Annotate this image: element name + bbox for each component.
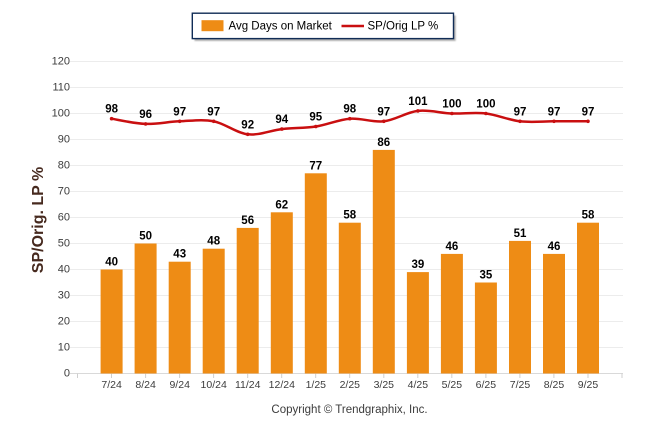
svg-text:9/24: 9/24 xyxy=(169,379,190,391)
svg-text:95: 95 xyxy=(309,112,322,124)
svg-text:94: 94 xyxy=(275,114,288,126)
svg-text:101: 101 xyxy=(408,96,428,108)
svg-text:100: 100 xyxy=(476,99,495,111)
svg-text:77: 77 xyxy=(309,160,322,172)
svg-text:120: 120 xyxy=(52,55,70,67)
svg-text:10: 10 xyxy=(58,341,70,353)
svg-text:97: 97 xyxy=(548,106,561,118)
svg-text:Avg Days on Market: Avg Days on Market xyxy=(229,21,333,33)
svg-text:62: 62 xyxy=(275,199,288,211)
svg-text:30: 30 xyxy=(58,289,70,301)
svg-text:70: 70 xyxy=(58,185,70,197)
svg-text:97: 97 xyxy=(582,106,595,118)
svg-text:4/25: 4/25 xyxy=(408,379,429,391)
svg-text:SP/Orig LP %: SP/Orig LP % xyxy=(368,21,439,33)
svg-text:100: 100 xyxy=(442,99,461,111)
svg-text:43: 43 xyxy=(173,249,186,261)
svg-text:46: 46 xyxy=(548,241,561,253)
svg-text:60: 60 xyxy=(58,211,70,223)
svg-text:40: 40 xyxy=(58,263,70,275)
svg-text:40: 40 xyxy=(105,257,118,269)
svg-text:SP/Orig. LP %: SP/Orig. LP % xyxy=(30,167,47,273)
svg-text:51: 51 xyxy=(514,228,527,240)
svg-text:12/24: 12/24 xyxy=(269,379,295,391)
svg-text:39: 39 xyxy=(412,259,425,271)
svg-text:8/24: 8/24 xyxy=(135,379,156,391)
svg-text:58: 58 xyxy=(582,210,595,222)
svg-text:35: 35 xyxy=(480,270,493,282)
svg-text:58: 58 xyxy=(343,210,356,222)
svg-text:97: 97 xyxy=(514,106,527,118)
svg-text:92: 92 xyxy=(241,119,254,131)
svg-text:98: 98 xyxy=(343,104,356,116)
svg-text:56: 56 xyxy=(241,215,254,227)
svg-text:50: 50 xyxy=(139,231,152,243)
svg-text:5/25: 5/25 xyxy=(442,379,463,391)
svg-text:3/25: 3/25 xyxy=(374,379,395,391)
svg-text:90: 90 xyxy=(58,133,70,145)
svg-text:97: 97 xyxy=(207,106,220,118)
svg-text:50: 50 xyxy=(58,237,70,249)
svg-text:0: 0 xyxy=(64,367,70,379)
svg-text:80: 80 xyxy=(58,159,70,171)
svg-text:96: 96 xyxy=(139,109,152,121)
svg-text:9/25: 9/25 xyxy=(578,379,599,391)
svg-text:86: 86 xyxy=(377,137,390,149)
svg-text:2/25: 2/25 xyxy=(340,379,361,391)
svg-text:11/24: 11/24 xyxy=(235,379,261,391)
svg-text:48: 48 xyxy=(207,236,220,248)
svg-text:10/24: 10/24 xyxy=(201,379,227,391)
svg-text:46: 46 xyxy=(446,241,459,253)
svg-text:7/24: 7/24 xyxy=(101,379,122,391)
svg-text:Copyright © Trendgraphix, Inc.: Copyright © Trendgraphix, Inc. xyxy=(271,404,427,416)
svg-text:6/25: 6/25 xyxy=(476,379,497,391)
svg-text:8/25: 8/25 xyxy=(544,379,565,391)
svg-text:97: 97 xyxy=(377,106,390,118)
svg-text:98: 98 xyxy=(105,104,118,116)
svg-text:1/25: 1/25 xyxy=(306,379,327,391)
svg-text:97: 97 xyxy=(173,106,186,118)
svg-text:7/25: 7/25 xyxy=(510,379,531,391)
svg-text:20: 20 xyxy=(58,315,70,327)
svg-text:110: 110 xyxy=(52,81,70,93)
svg-text:100: 100 xyxy=(52,107,70,119)
